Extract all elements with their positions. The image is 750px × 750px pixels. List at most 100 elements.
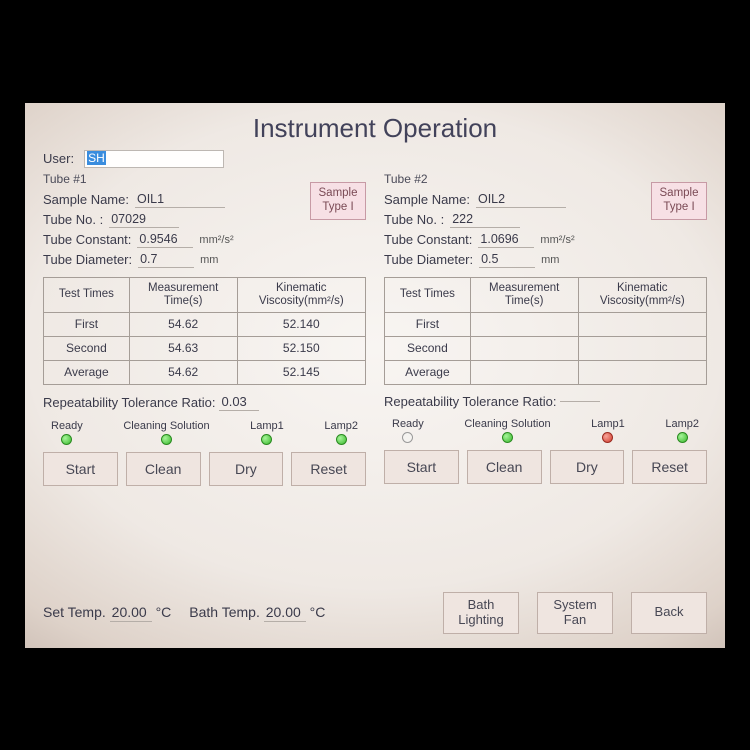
sample-name-label: Sample Name: [384,192,470,207]
row-label: First [44,312,130,336]
results-table: Test TimesMeasurement Time(s)Kinematic V… [384,277,707,385]
start-button[interactable]: Start [384,450,459,484]
tube-constant-label: Tube Constant: [384,232,472,247]
clean-button[interactable]: Clean [126,452,201,486]
action-buttons: StartCleanDryReset [384,450,707,484]
row-label: First [385,312,471,336]
bottom-bar: Set Temp. 20.00 °C Bath Temp. 20.00 °C B… [43,592,707,634]
row-viscosity: 52.150 [237,336,365,360]
row-viscosity [578,336,706,360]
sample-name-value[interactable]: OIL1 [135,192,225,208]
tube-pane-1: Tube #1Sample Name:OIL1Tube No. :07029Tu… [43,172,366,486]
table-header: Test Times [385,277,471,312]
system-fan-button[interactable]: System Fan [537,592,613,634]
user-row: User: SH [43,150,707,168]
table-header: Measurement Time(s) [129,277,237,312]
row-time [470,312,578,336]
set-temp-value[interactable]: 20.00 [110,604,152,622]
row-label: Second [44,336,130,360]
tube-no-label: Tube No. : [43,212,103,227]
row-viscosity: 52.140 [237,312,365,336]
repeatability-row: Repeatability Tolerance Ratio:0.03 [43,394,366,411]
tube-diameter-value[interactable]: 0.7 [138,252,194,268]
row-viscosity [578,360,706,384]
user-input[interactable]: SH [84,150,224,168]
led-lamp1: Lamp1 [250,420,284,445]
tube-constant-unit: mm²/s² [540,234,574,246]
table-row: Second54.6352.150 [44,336,366,360]
repeatability-row: Repeatability Tolerance Ratio: [384,394,707,409]
tube-diameter-row: Tube Diameter:0.5mm [384,252,707,268]
table-header: Test Times [44,277,130,312]
dry-button[interactable]: Dry [550,450,625,484]
bath-temp-label: Bath Temp. [189,604,260,620]
led-lamp2: Lamp2 [665,418,699,443]
clean-button[interactable]: Clean [467,450,542,484]
table-row: First [385,312,707,336]
led-label: Ready [51,420,83,432]
screen: Instrument Operation User: SH Tube #1Sam… [25,103,725,648]
led-label: Lamp1 [591,418,625,430]
back-button[interactable]: Back [631,592,707,634]
led-indicator [677,432,688,443]
led-indicator [161,434,172,445]
led-ready: Ready [392,418,424,443]
led-lamp1: Lamp1 [591,418,625,443]
tube-diameter-value[interactable]: 0.5 [479,252,535,268]
row-time: 54.62 [129,312,237,336]
tube-diameter-row: Tube Diameter:0.7mm [43,252,366,268]
led-indicator [402,432,413,443]
page-title: Instrument Operation [43,113,707,144]
table-header: Kinematic Viscosity(mm²/s) [237,277,365,312]
start-button[interactable]: Start [43,452,118,486]
table-row: First54.6252.140 [44,312,366,336]
repeatability-value[interactable]: 0.03 [219,394,259,411]
led-indicator [61,434,72,445]
sample-type-button[interactable]: Sample Type I [310,182,366,220]
row-viscosity: 52.145 [237,360,365,384]
user-label: User: [43,151,74,166]
led-indicator [336,434,347,445]
sample-type-button[interactable]: Sample Type I [651,182,707,220]
repeatability-value[interactable] [560,400,600,402]
tube-constant-value[interactable]: 0.9546 [137,232,193,248]
bottom-buttons: Bath Lighting System Fan Back [443,592,707,634]
row-time: 54.63 [129,336,237,360]
tube-no-value[interactable]: 07029 [109,212,179,228]
tube-diameter-label: Tube Diameter: [43,252,132,267]
led-label: Ready [392,418,424,430]
sample-name-label: Sample Name: [43,192,129,207]
led-cleaning-solution: Cleaning Solution [464,418,550,443]
led-indicator [261,434,272,445]
tube-pane-2: Tube #2Sample Name:OIL2Tube No. :222Tube… [384,172,707,486]
sample-name-value[interactable]: OIL2 [476,192,566,208]
row-label: Average [44,360,130,384]
tube-constant-value[interactable]: 1.0696 [478,232,534,248]
table-header: Kinematic Viscosity(mm²/s) [578,277,706,312]
led-label: Lamp2 [324,420,358,432]
tube-no-label: Tube No. : [384,212,444,227]
row-viscosity [578,312,706,336]
dry-button[interactable]: Dry [209,452,284,486]
reset-button[interactable]: Reset [291,452,366,486]
tube-constant-unit: mm²/s² [199,234,233,246]
led-indicator [602,432,613,443]
table-row: Average54.6252.145 [44,360,366,384]
bath-temp-value: 20.00 [264,604,306,622]
results-table: Test TimesMeasurement Time(s)Kinematic V… [43,277,366,385]
led-label: Lamp1 [250,420,284,432]
tube-diameter-unit: mm [541,254,559,266]
reset-button[interactable]: Reset [632,450,707,484]
row-time [470,360,578,384]
row-label: Second [385,336,471,360]
status-leds: Ready Cleaning Solution Lamp1 Lamp2 [384,418,707,443]
row-time [470,336,578,360]
led-ready: Ready [51,420,83,445]
bath-lighting-button[interactable]: Bath Lighting [443,592,519,634]
led-lamp2: Lamp2 [324,420,358,445]
tubes-container: Tube #1Sample Name:OIL1Tube No. :07029Tu… [43,172,707,486]
set-temp-unit: °C [156,604,172,620]
tube-no-value[interactable]: 222 [450,212,520,228]
bath-temp-unit: °C [310,604,326,620]
tube-constant-row: Tube Constant: 1.0696 mm²/s² [384,232,707,248]
